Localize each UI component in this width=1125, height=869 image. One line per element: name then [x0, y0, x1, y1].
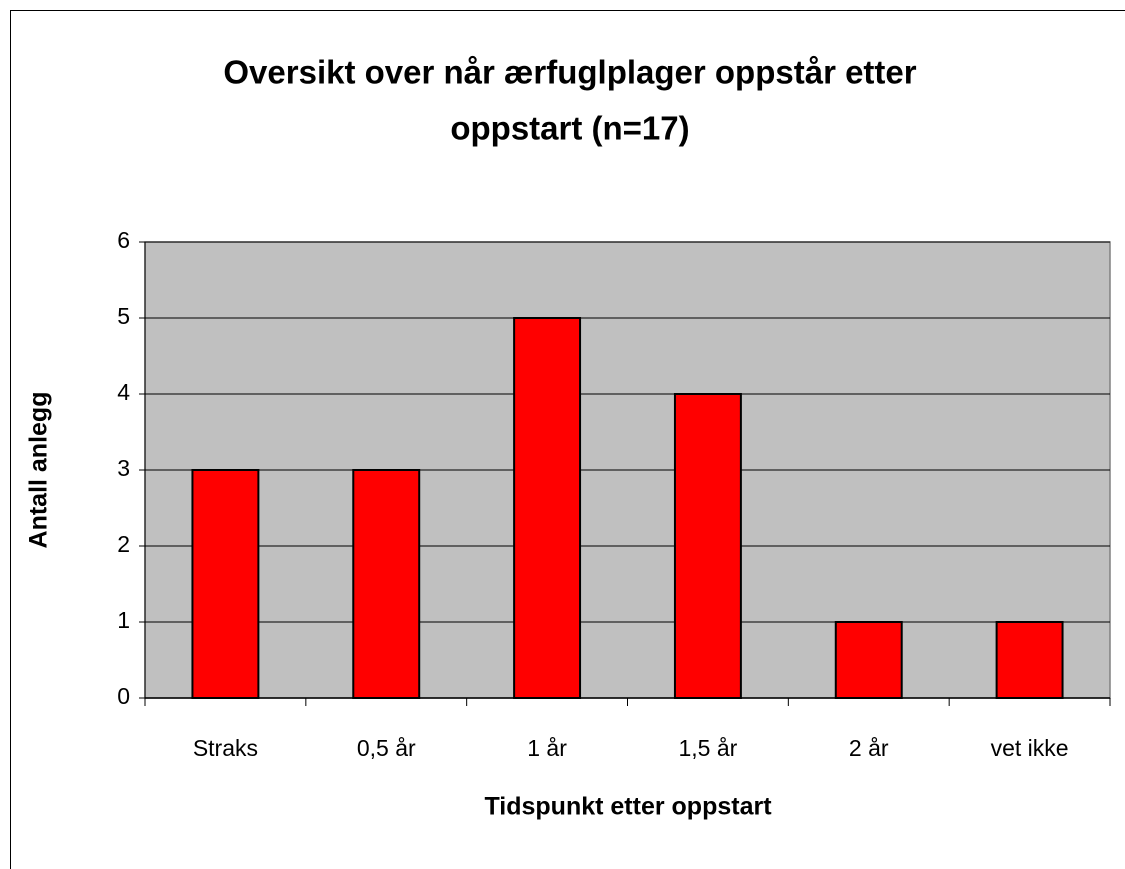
x-tick-label: 1,5 år: [679, 735, 738, 761]
x-axis-title: Tidspunkt etter oppstart: [484, 793, 772, 821]
x-tick-label: Straks: [193, 735, 258, 761]
bar: [995, 621, 1064, 699]
y-tick-label: 3: [117, 455, 130, 481]
y-tick-label: 5: [117, 303, 130, 329]
y-axis-title: Antall anlegg: [25, 392, 53, 549]
chart-frame: [10, 10, 1125, 869]
y-tick-label: 0: [117, 683, 130, 709]
bar: [513, 317, 582, 699]
bar: [352, 469, 421, 699]
bar: [191, 469, 260, 699]
y-tick-label: 1: [117, 607, 130, 633]
bar: [673, 393, 742, 699]
x-tick-label: 0,5 år: [357, 735, 416, 761]
x-tick-label: 2 år: [849, 735, 889, 761]
y-tick-label: 2: [117, 531, 130, 557]
x-tick-label: 1 år: [527, 735, 567, 761]
chart-title: oppstart (n=17): [450, 110, 689, 147]
chart-title: Oversikt over når ærfuglplager oppstår e…: [223, 54, 916, 91]
bar: [834, 621, 903, 699]
y-tick-label: 6: [117, 227, 130, 253]
y-tick-label: 4: [117, 379, 130, 405]
x-tick-label: vet ikke: [991, 735, 1069, 761]
